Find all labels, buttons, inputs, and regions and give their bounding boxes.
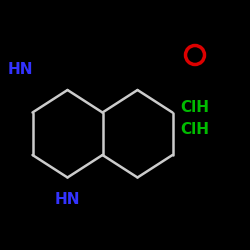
Text: HN: HN	[55, 192, 80, 208]
Text: ClH: ClH	[180, 122, 209, 138]
Text: ClH: ClH	[180, 100, 209, 115]
Text: HN: HN	[7, 62, 33, 78]
